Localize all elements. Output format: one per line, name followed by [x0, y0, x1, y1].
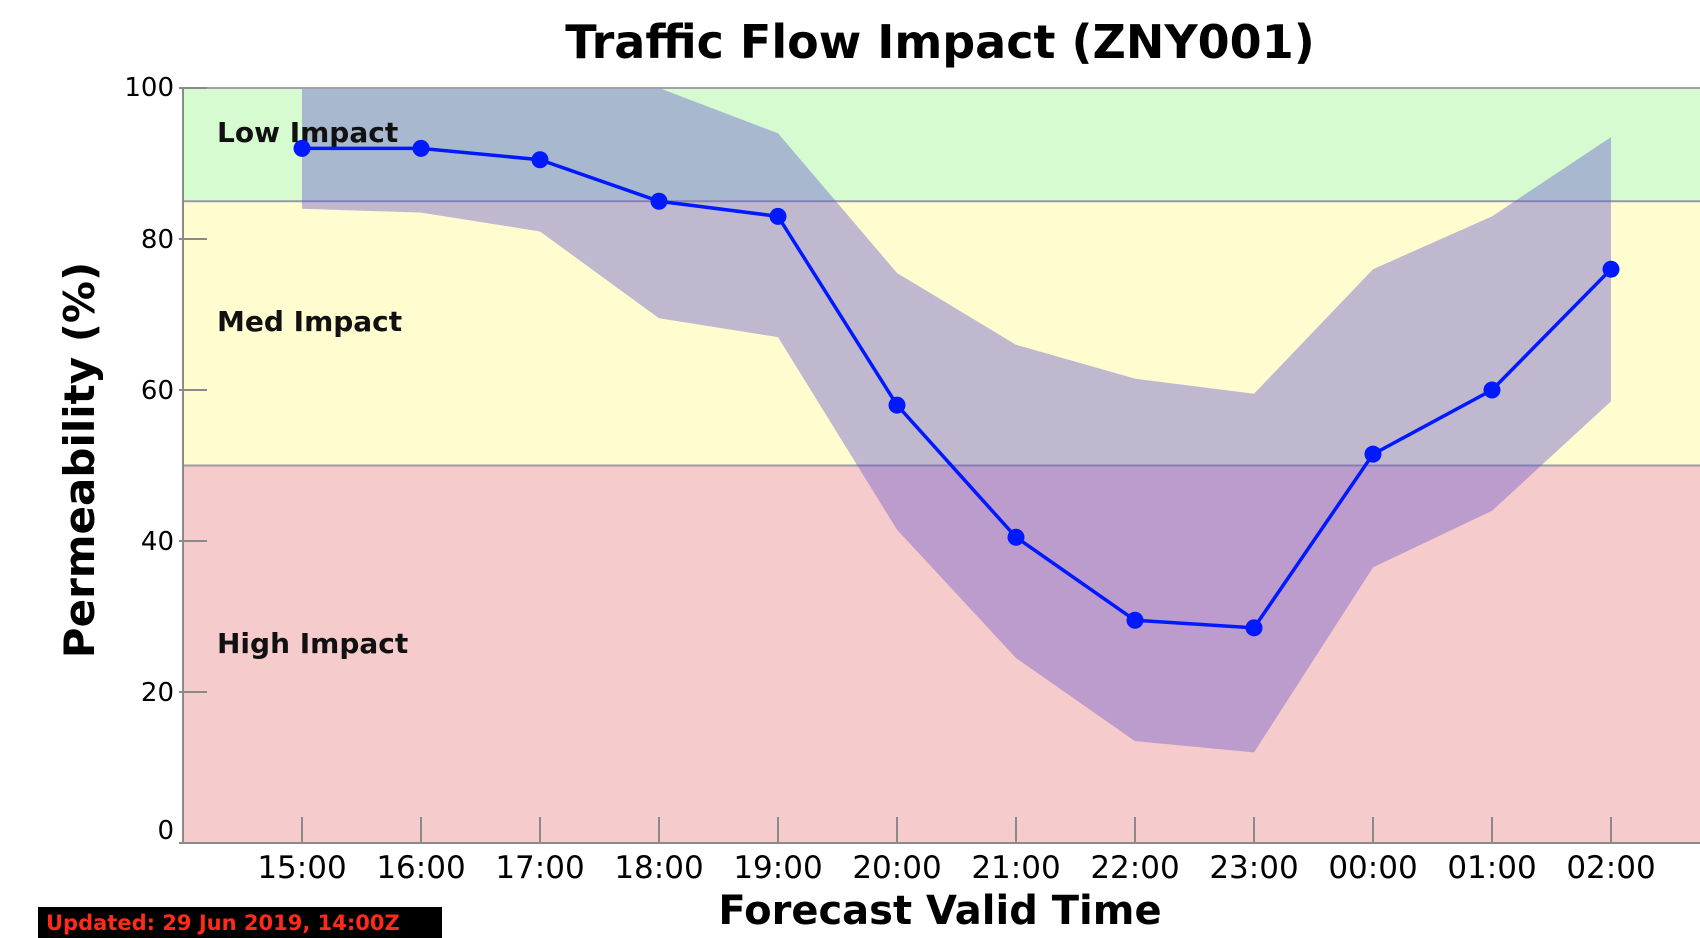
x-tick-label: 17:00 [495, 850, 584, 886]
impact-zone-0 [183, 88, 1700, 202]
permeability-series [293, 139, 1620, 637]
y-tick-label: 80 [141, 225, 174, 255]
x-axis-ticks: 15:00 16:00 17:00 18:00 19:00 20:00 21:00 22:00… [257, 817, 1656, 886]
impact-zone-1 [183, 201, 1700, 466]
x-tick-label: 15:00 [257, 850, 346, 886]
data-point [1602, 260, 1620, 278]
axes [182, 87, 1700, 844]
data-point [293, 139, 311, 157]
impact-zone-2 [183, 465, 1700, 843]
data-point [1007, 528, 1025, 546]
data-point [888, 396, 906, 414]
y-axis-title: Permeability (%) [55, 262, 104, 658]
y-tick-label: 60 [141, 376, 174, 406]
y-tick-label: 0 [157, 816, 174, 846]
x-tick-label: 23:00 [1209, 850, 1298, 886]
impact-zones [183, 88, 1700, 843]
x-tick-label: 00:00 [1328, 850, 1417, 886]
x-tick-label: 02:00 [1566, 850, 1655, 886]
data-point [1364, 445, 1382, 463]
y-axis-ticks: 0 20 40 60 80 100 [124, 73, 207, 846]
data-point [1245, 619, 1263, 637]
impact-zone-label: Med Impact [217, 305, 402, 338]
x-tick-label: 20:00 [852, 850, 941, 886]
x-tick-label: 21:00 [971, 850, 1060, 886]
data-point [650, 192, 668, 210]
data-point [412, 139, 430, 157]
data-point [531, 151, 549, 169]
x-tick-label: 01:00 [1447, 850, 1536, 886]
data-point [1126, 611, 1144, 629]
chart-title: Traffic Flow Impact (ZNY001) [565, 15, 1314, 69]
x-tick-label: 22:00 [1090, 850, 1179, 886]
updated-timestamp: Updated: 29 Jun 2019, 14:00Z [38, 907, 442, 938]
series-line [302, 146, 1613, 630]
data-point [1483, 381, 1501, 399]
data-point [769, 207, 787, 225]
x-axis-title: Forecast Valid Time [718, 888, 1161, 934]
x-tick-label: 16:00 [376, 850, 465, 886]
y-tick-label: 40 [141, 527, 174, 557]
y-tick-label: 20 [141, 678, 174, 708]
impact-zone-label: High Impact [217, 627, 408, 660]
x-tick-label: 18:00 [614, 850, 703, 886]
x-tick-label: 19:00 [733, 850, 822, 886]
y-tick-label: 100 [124, 73, 174, 103]
